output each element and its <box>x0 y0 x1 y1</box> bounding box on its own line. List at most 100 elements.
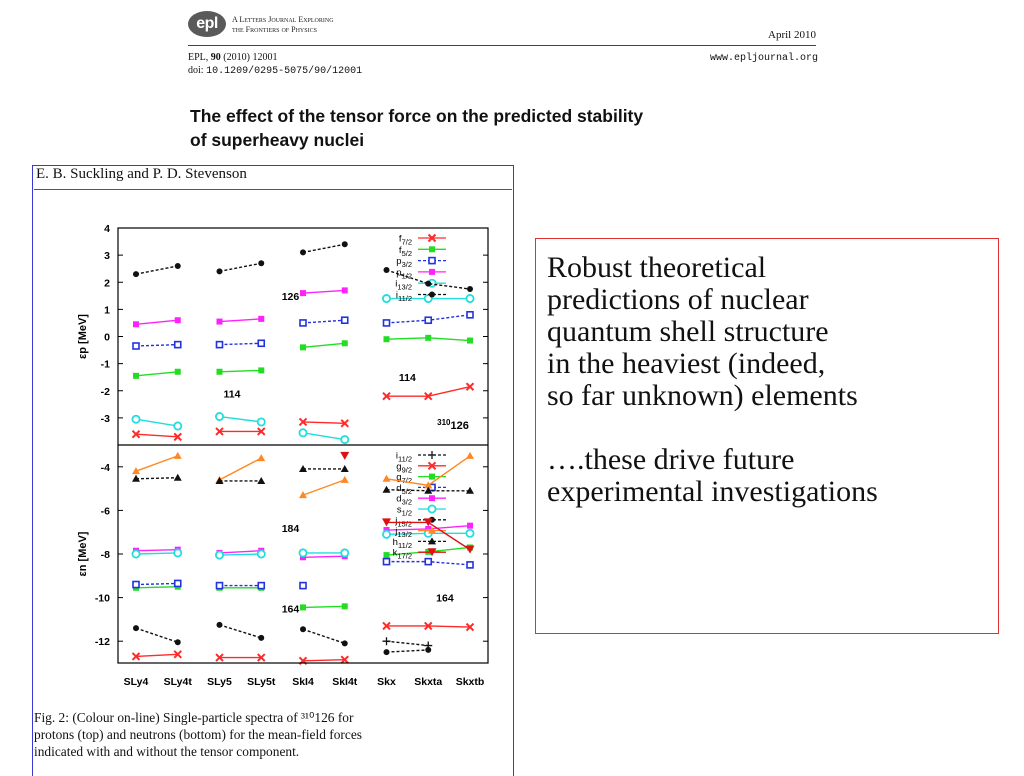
series <box>132 557 474 590</box>
callout-line <box>547 412 992 444</box>
data-point <box>258 367 265 374</box>
data-point <box>381 294 391 304</box>
data-point <box>341 241 348 248</box>
callout-line: in the heaviest (indeed, <box>547 347 826 380</box>
data-point <box>465 382 475 391</box>
data-point <box>216 268 223 275</box>
data-point <box>133 321 139 328</box>
data-point <box>174 262 181 269</box>
x-category-label: Skxta <box>414 676 442 688</box>
data-point <box>174 639 181 646</box>
data-point <box>299 464 307 472</box>
y-tick-label: -4 <box>101 462 110 474</box>
data-point <box>341 603 348 610</box>
figure-frame <box>32 165 514 776</box>
legend-label: i13/2 <box>395 279 412 292</box>
data-point <box>381 529 391 539</box>
caption-line-1: Fig. 2: (Colour on-line) Single-particle… <box>34 710 354 725</box>
data-point <box>131 652 141 661</box>
data-point <box>340 548 350 558</box>
data-point <box>133 625 139 632</box>
series-line <box>135 653 178 658</box>
legend-label: d5/2 <box>396 483 412 496</box>
legend-label: k17/2 <box>393 548 412 561</box>
data-point <box>341 287 348 294</box>
data-point <box>132 467 140 475</box>
authors-rule <box>34 189 512 190</box>
citation-volume: 90 <box>210 52 221 63</box>
data-point <box>300 344 306 351</box>
series-line <box>135 418 178 427</box>
data-point <box>427 461 437 471</box>
data-point <box>173 579 182 588</box>
data-point <box>340 451 350 460</box>
legend-label: d3/2 <box>396 494 412 507</box>
data-point <box>340 435 350 445</box>
callout-text: Robust theoretical predictions of nuclear… <box>547 252 992 508</box>
series <box>133 241 473 293</box>
x-category-label: SkI4 <box>292 676 314 688</box>
data-point <box>133 372 139 379</box>
data-point <box>467 522 473 529</box>
legend-label: j13/2 <box>394 526 412 539</box>
data-point <box>465 545 475 554</box>
data-point <box>215 476 224 484</box>
callout-line: ….these drive future <box>547 443 795 476</box>
callout-line: so far unknown) elements <box>547 379 858 412</box>
data-point <box>258 260 265 267</box>
data-point <box>340 464 349 472</box>
series-line <box>135 343 178 347</box>
data-point <box>216 368 223 375</box>
data-point <box>427 504 437 514</box>
shell-gap-label: 114 <box>224 388 241 400</box>
series-line <box>135 548 178 552</box>
data-point <box>340 316 349 325</box>
x-category-label: SLy5 <box>207 676 232 688</box>
y-axis-label: εn [MeV] <box>77 531 89 576</box>
series-line <box>219 624 262 639</box>
series-line <box>302 319 345 324</box>
series-line <box>302 605 345 609</box>
series <box>340 451 475 554</box>
journal-logo: epl <box>188 11 226 37</box>
data-point <box>173 432 182 442</box>
data-point <box>214 412 224 422</box>
publication-date: April 2010 <box>768 29 816 41</box>
data-point <box>299 581 307 590</box>
data-point <box>257 476 266 484</box>
data-point <box>256 417 266 427</box>
data-point <box>465 294 475 304</box>
data-point <box>298 417 308 427</box>
data-point <box>131 549 141 559</box>
y-tick-label: 3 <box>104 250 110 262</box>
series-line <box>135 477 178 480</box>
data-point <box>467 337 473 344</box>
series <box>131 528 475 560</box>
caption-line-3: indicated with and without the tensor co… <box>34 744 300 759</box>
data-point <box>257 653 266 662</box>
data-point <box>173 473 182 481</box>
series-line <box>219 457 262 481</box>
x-category-label: Skxtb <box>456 676 485 688</box>
series-line <box>219 262 262 273</box>
data-point <box>132 474 140 482</box>
legend-label: i11/2 <box>396 290 412 303</box>
series <box>131 621 475 666</box>
shell-gap-label: 184 <box>282 523 300 535</box>
data-point <box>429 291 435 298</box>
callout-line: Robust theoretical <box>547 251 767 284</box>
callout-line: quantum shell structure <box>547 315 829 348</box>
series-line <box>135 582 178 586</box>
data-point <box>465 622 475 632</box>
title-line-2: of superheavy nuclei <box>190 130 365 150</box>
series-line <box>219 553 262 556</box>
data-point <box>298 548 308 558</box>
data-point <box>383 336 390 343</box>
legend-label: s1/2 <box>397 505 412 518</box>
y-tick-label: -3 <box>101 413 110 425</box>
data-point <box>173 650 182 659</box>
data-point <box>382 474 391 482</box>
series <box>382 637 433 650</box>
data-point <box>257 339 266 348</box>
y-axis-label: εp [MeV] <box>77 314 89 359</box>
